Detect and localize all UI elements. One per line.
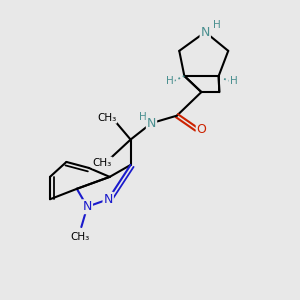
Text: CH₃: CH₃	[70, 232, 89, 242]
Text: CH₃: CH₃	[97, 113, 116, 123]
Text: N: N	[103, 193, 113, 206]
Text: N: N	[201, 26, 210, 38]
Text: H: H	[139, 112, 146, 122]
Text: N: N	[147, 117, 156, 130]
Text: CH₃: CH₃	[93, 158, 112, 167]
Text: O: O	[197, 123, 207, 136]
Text: H: H	[230, 76, 238, 86]
Text: H: H	[166, 76, 174, 86]
Text: H: H	[213, 20, 220, 30]
Text: N: N	[82, 200, 92, 213]
